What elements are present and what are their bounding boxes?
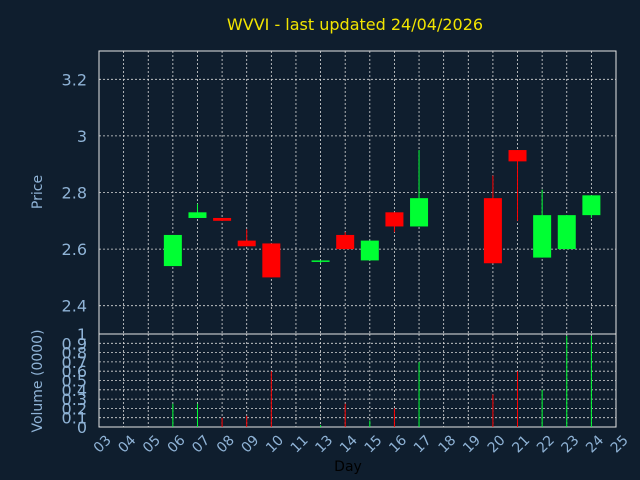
volume-tick-label: 0.5 [62, 372, 87, 391]
x-tick-label: 24 [583, 432, 607, 456]
candle-body [483, 198, 502, 264]
volume-tick-label: 0.9 [62, 334, 87, 353]
x-tick-label: 23 [559, 432, 583, 456]
volume-y-ticks: 00.10.20.30.40.50.60.70.80.91 [62, 325, 87, 437]
candle-body [533, 215, 552, 258]
x-tick-label: 11 [288, 432, 312, 456]
candle-body [508, 150, 527, 162]
candle-body [360, 240, 379, 261]
volume-tick-label: 0.3 [62, 390, 87, 409]
x-tick-label: 15 [362, 432, 386, 456]
volume-tick-label: 0.1 [62, 409, 87, 428]
volume-tick-label: 0.6 [62, 362, 87, 381]
x-tick-label: 16 [386, 432, 410, 456]
chart-title: WVVI - last updated 24/04/2026 [227, 15, 483, 34]
x-tick-label: 21 [509, 432, 533, 456]
candle-body [336, 234, 355, 250]
x-tick-label: 20 [485, 432, 509, 456]
price-tick-label: 3 [77, 127, 87, 146]
x-tick-label: 09 [239, 432, 263, 456]
volume-bars [172, 335, 592, 427]
volume-tick-label: 0.4 [62, 381, 87, 400]
x-tick-label: 07 [189, 432, 213, 456]
candle-body [188, 212, 207, 218]
price-y-ticks: 2.4 2.6 2.8 3 3.2 [62, 70, 87, 315]
volume-tick-label: 0.2 [62, 399, 87, 418]
x-tick-label: 18 [435, 432, 459, 456]
price-panel-frame [98, 50, 617, 335]
x-tick-label: 22 [534, 432, 558, 456]
candles [163, 150, 601, 278]
candle-body [262, 243, 281, 278]
x-tick-label: 05 [140, 432, 164, 456]
x-tick-label: 13 [312, 432, 336, 456]
volume-tick-label: 0.8 [62, 344, 87, 363]
x-ticks: 03 04 05 06 07 08 09 10 11 13 14 15 16 17 18 19 20 21 22 23… [91, 432, 632, 456]
volume-tick-label: 0.7 [62, 353, 87, 372]
price-tick-label: 2.8 [62, 184, 87, 203]
volume-axis-label: Volume (0000) [30, 329, 46, 432]
x-tick-label: 04 [115, 432, 139, 456]
candle-body [410, 198, 429, 227]
price-axis-label: Price [30, 175, 46, 209]
x-tick-label: 19 [460, 432, 484, 456]
x-tick-label: 14 [337, 432, 361, 456]
x-tick-label: 06 [165, 432, 189, 456]
x-tick-label: 10 [263, 432, 287, 456]
volume-panel-frame [98, 333, 617, 428]
candle-body [385, 212, 404, 227]
x-axis-label: Day [334, 459, 362, 475]
price-tick-label: 2.4 [62, 297, 87, 316]
volume-tick-label: 0 [77, 418, 87, 437]
price-tick-label: 3.2 [62, 70, 87, 89]
candle-body [213, 217, 232, 221]
x-tick-label: 25 [608, 432, 632, 456]
candle-body [237, 240, 256, 247]
x-tick-label: 08 [214, 432, 238, 456]
x-tick-label: 17 [411, 432, 435, 456]
price-tick-label: 2.6 [62, 240, 87, 259]
candle-body [557, 215, 576, 250]
volume-tick-label: 1 [77, 325, 87, 344]
candle-body [163, 234, 182, 267]
x-tick-label: 03 [91, 432, 115, 456]
candle-body [582, 195, 601, 216]
candle-body [311, 260, 330, 262]
